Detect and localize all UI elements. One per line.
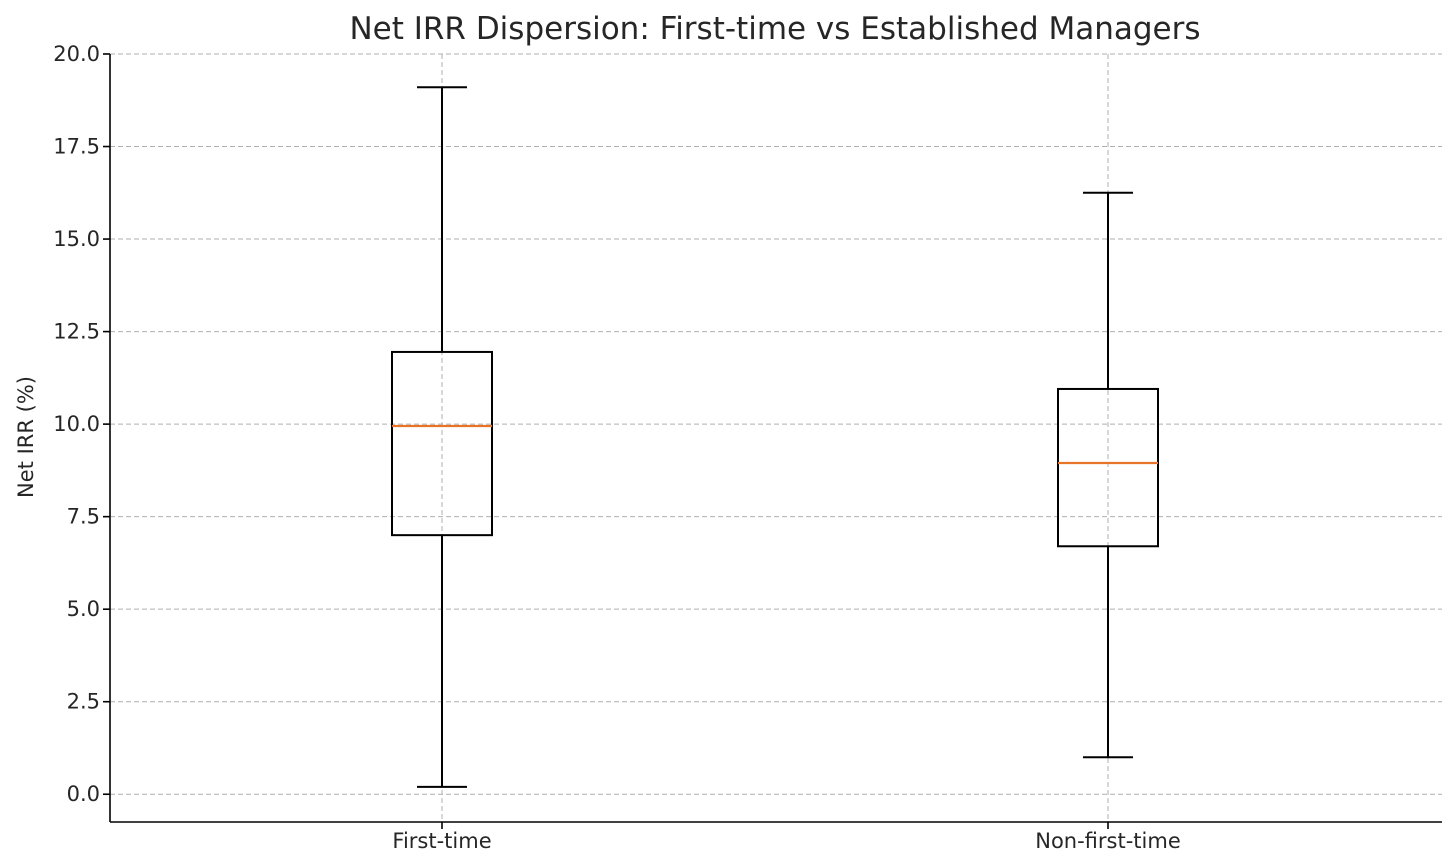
y-tick-label: 15.0 (53, 227, 100, 251)
boxes-layer (391, 86, 1159, 788)
x-tick-label: Non-first-time (1035, 829, 1181, 853)
y-tick-label: 2.5 (67, 690, 100, 714)
iqr-box (391, 350, 493, 537)
y-tick-label: 0.0 (67, 782, 100, 806)
grid-layer (110, 53, 1442, 822)
y-tick-label: 7.5 (67, 505, 100, 529)
y-tick-label: 10.0 (53, 412, 100, 436)
y-axis-label: Net IRR (%) (14, 376, 38, 498)
x-tick-label: First-time (392, 829, 491, 853)
y-tick-label: 5.0 (67, 597, 100, 621)
chart-title: Net IRR Dispersion: First-time vs Establ… (349, 11, 1200, 47)
iqr-box (1057, 387, 1159, 548)
y-tick-label: 12.5 (53, 320, 100, 344)
axes-layer: 0.0 2.5 5.0 7.5 10.0 12.5 15.0 17.5 20.0 First-ti… (53, 42, 1442, 853)
y-tick-label: 20.0 (53, 42, 100, 66)
y-tick-label: 17.5 (53, 135, 100, 159)
